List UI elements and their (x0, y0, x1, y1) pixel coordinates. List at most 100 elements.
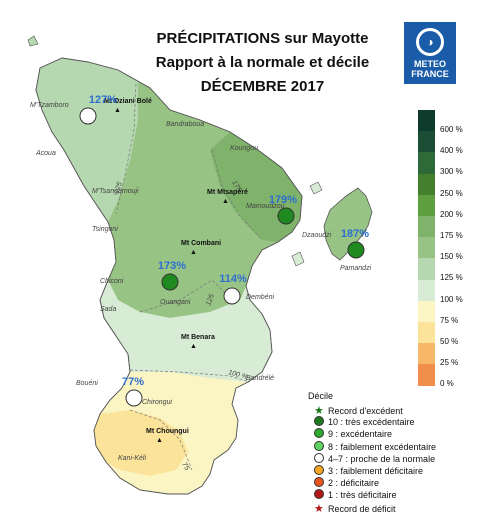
place-acoua: Acoua (35, 150, 56, 157)
legend-item: ★ Record de déficit (314, 502, 396, 515)
zone-150-175 (108, 82, 302, 318)
legend-label: Record de déficit (328, 503, 396, 514)
circle-icon (314, 465, 324, 475)
isoline-label-a: 125 (113, 181, 124, 194)
station-dot (161, 273, 179, 291)
place-chiconi: Chiconi (100, 278, 124, 285)
circle-icon (314, 477, 324, 488)
mt-choungui: Mt Choungui (146, 428, 189, 435)
isoline-label-d: 100 % (227, 369, 248, 381)
legend-item: 10 : très excédentaire (314, 416, 415, 427)
isoline-label-c: 125 (205, 293, 216, 306)
scale-label: 250 % (440, 188, 463, 198)
circle-icon (314, 416, 324, 427)
place-tsingoni: Tsingoni (92, 226, 118, 233)
legend-item: ★ Record d'excédent (314, 404, 403, 417)
isoline-100 (129, 369, 251, 383)
isoline-175 (211, 149, 263, 241)
scale-label: 25 % (440, 358, 459, 368)
logo-text-1: METEO (413, 59, 446, 69)
station-dot (347, 241, 365, 259)
mt-combani-marker: ▲ (190, 249, 197, 256)
legend-item: 4–7 : proche de la normale (314, 452, 436, 464)
islet-3 (27, 35, 39, 47)
meteo-france-logo: ◑ METEO FRANCE (404, 22, 456, 84)
place-bandraboua: Bandraboua (166, 121, 204, 128)
scale-label: 400 % (440, 146, 463, 156)
station-dot (223, 287, 241, 305)
scale-swatch (418, 300, 435, 323)
circle-icon (314, 440, 324, 451)
circle-icon (314, 428, 324, 439)
scale-swatch (418, 216, 435, 238)
zone-50-75-sw (94, 410, 188, 476)
mt-choungui-marker: ▲ (156, 437, 163, 444)
scale-swatch (418, 258, 435, 281)
place-dzaoudzi: Dzaoudzi (302, 232, 332, 239)
legend-label: Record d'excédent (328, 406, 403, 416)
legend-label: 4–7 : proche de la normale (328, 453, 436, 464)
scale-label: 0 % (440, 379, 454, 389)
mt-benara: Mt Benara (181, 334, 215, 341)
place-bandrele: Bandrélé (246, 375, 274, 382)
scale-swatch (418, 110, 435, 132)
place-mtsangamouji: M'Tsangamouji (92, 188, 139, 195)
legend-label: 10 : très excédentaire (328, 417, 415, 428)
station-dot (125, 389, 143, 407)
zone-125-150-nw (36, 58, 140, 222)
scale-label: 200 % (440, 209, 463, 219)
station-percent: 127% (89, 94, 117, 106)
station-dot (79, 107, 97, 125)
isoline-125-west (115, 83, 137, 215)
scale-swatch (418, 343, 435, 365)
legend-item: 3 : faiblement déficitaire (314, 465, 423, 476)
scale-label: 100 % (440, 294, 463, 304)
place-sada: Sada (100, 306, 116, 313)
scale-swatch (418, 237, 435, 259)
mt-mtsapere-marker: ▲ (222, 198, 229, 205)
place-mtzamboro: M'Tzamboro (30, 102, 69, 109)
place-koungou: Koungou (230, 145, 258, 152)
station-percent: 179% (269, 194, 297, 206)
station-markers: 127% 179% 187% 173% 114% 77% (79, 94, 369, 407)
legend-item: 9 : excédentaire (314, 428, 392, 439)
station-percent: 114% (219, 273, 247, 285)
mt-mtsapere: Mt Mtsapéré (207, 189, 248, 196)
place-kanikeli: Kani-Kéli (118, 455, 146, 462)
scale-swatch (418, 322, 435, 344)
legend-label: 8 : faiblement excédentaire (328, 441, 437, 452)
place-dembeni: Dembéni (246, 294, 274, 301)
legend-item: 1 : très déficitaire (314, 489, 397, 500)
title-line-1: PRÉCIPITATIONS sur Mayotte (156, 30, 369, 47)
station-dot (277, 207, 295, 225)
isoline-label-b: 175 (230, 180, 242, 194)
scale-label: 175 % (440, 231, 463, 240)
isoline-label-e: 75 (180, 462, 190, 472)
station-percent: 173% (158, 260, 186, 272)
scale-swatch (418, 152, 435, 175)
scale-swatch (418, 279, 435, 302)
legend-label: 3 : faiblement déficitaire (328, 466, 424, 476)
mt-dziani: Mt Dziani Bolé (104, 98, 152, 105)
scale-swatch (418, 173, 435, 196)
scale-label: 125 % (440, 273, 463, 283)
circle-icon (314, 452, 324, 463)
place-pamandzi: Pamandzi (340, 265, 372, 272)
legend-title: Décile (308, 391, 334, 401)
scale-label: 75 % (440, 315, 459, 325)
scale-label: 300 % (440, 167, 463, 177)
grande-terre-outline (35, 57, 303, 495)
place-ouangani: Ouangani (160, 299, 191, 306)
station-percent: 187% (341, 228, 369, 240)
islet-1 (309, 181, 323, 195)
place-chirongui: Chirongui (142, 399, 172, 406)
mt-dziani-marker: ▲ (114, 107, 121, 114)
legend-item: 2 : déficitaire (314, 477, 379, 488)
place-boueni: Bouéni (76, 380, 98, 387)
islet-2 (291, 251, 305, 267)
scale-label: 600 % (440, 125, 463, 134)
star-icon: ★ (314, 502, 324, 515)
legend-label: 9 : excédentaire (328, 429, 393, 440)
title-line-3: DÉCEMBRE 2017 (200, 78, 325, 95)
